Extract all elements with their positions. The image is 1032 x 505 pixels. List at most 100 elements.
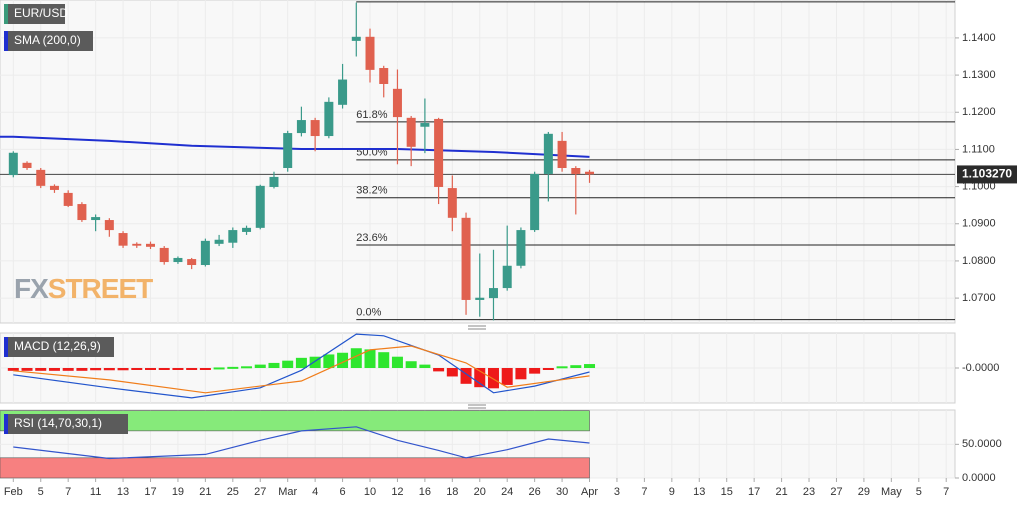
histogram-bar xyxy=(584,364,596,368)
candle-body xyxy=(338,79,348,105)
legend-box xyxy=(4,414,128,434)
x-tick-label: 25 xyxy=(227,486,239,498)
legend-swatch xyxy=(4,4,8,24)
x-tick-label: 13 xyxy=(117,486,129,498)
candle-body xyxy=(530,173,540,231)
candle-body xyxy=(228,230,238,243)
macd-line xyxy=(13,345,590,394)
histogram-bar xyxy=(364,349,376,368)
x-tick-label: 6 xyxy=(340,486,346,498)
histogram-bar xyxy=(213,367,225,370)
legend-swatch xyxy=(4,31,8,51)
legend-label: SMA (200,0) xyxy=(14,33,81,47)
legend-swatch xyxy=(4,337,8,357)
candle-body xyxy=(461,217,471,300)
histogram-bar xyxy=(542,368,554,370)
legend-label: RSI (14,70,30,1) xyxy=(14,416,102,430)
x-tick-label: 10 xyxy=(364,486,376,498)
candle-body xyxy=(392,88,402,118)
candle-body xyxy=(200,240,210,266)
histogram-bar xyxy=(199,368,211,370)
histogram-bar xyxy=(323,354,335,368)
candle-body xyxy=(91,217,101,221)
candle-body xyxy=(585,171,595,175)
histogram-bar xyxy=(295,357,307,368)
y-tick-label: 1.0900 xyxy=(962,218,996,230)
watermark-part: STREET xyxy=(48,273,153,304)
candle-body xyxy=(173,257,183,263)
candle-body xyxy=(475,297,485,300)
x-tick-label: 16 xyxy=(419,486,431,498)
histogram-bar xyxy=(172,368,184,370)
candle-body xyxy=(283,133,293,169)
candle-body xyxy=(502,265,512,289)
last-price-label: 1.103270 xyxy=(962,167,1012,181)
x-tick-label: 9 xyxy=(669,486,675,498)
candle-body xyxy=(296,120,306,134)
x-tick-label: 24 xyxy=(501,486,513,498)
candle-body xyxy=(269,176,279,187)
histogram-bar xyxy=(186,368,198,370)
x-tick-label: 7 xyxy=(65,486,71,498)
candle-body xyxy=(543,133,553,174)
histogram-bar xyxy=(282,360,294,368)
x-tick-label: Feb xyxy=(4,486,23,498)
x-tick-label: 20 xyxy=(474,486,486,498)
x-tick-label: 23 xyxy=(803,486,815,498)
histogram-bar xyxy=(21,368,33,371)
histogram-bar xyxy=(350,348,362,368)
candle-body xyxy=(351,36,361,41)
histogram-bar xyxy=(419,364,431,368)
x-tick-label: 7 xyxy=(641,486,647,498)
panel-handle[interactable] xyxy=(468,325,486,330)
histogram-bar xyxy=(48,368,60,371)
histogram-bar xyxy=(337,352,349,368)
histogram-bar xyxy=(254,364,266,368)
candle-body xyxy=(22,162,32,169)
last-price-tag xyxy=(957,165,1017,184)
candle-body xyxy=(324,101,334,137)
x-tick-label: Mar xyxy=(278,486,297,498)
histogram-bar xyxy=(145,368,157,370)
candle-body xyxy=(77,204,87,221)
histogram-bar xyxy=(474,368,486,388)
histogram-bar xyxy=(556,366,568,369)
x-tick-label: 21 xyxy=(199,486,211,498)
x-tick-label: 5 xyxy=(38,486,44,498)
x-tick-label: 12 xyxy=(391,486,403,498)
panel-handle[interactable] xyxy=(468,404,486,409)
x-tick-label: May xyxy=(881,486,902,498)
fib-label: 23.6% xyxy=(356,232,387,244)
x-tick-label: 19 xyxy=(172,486,184,498)
candle-body xyxy=(49,185,59,190)
histogram-bar xyxy=(268,362,280,368)
histogram-bar xyxy=(309,356,321,368)
histogram-bar xyxy=(570,365,582,368)
fib-label: 61.8% xyxy=(356,109,387,121)
x-tick-label: 7 xyxy=(943,486,949,498)
legend-box xyxy=(4,4,65,24)
histogram-bar xyxy=(76,368,88,371)
histogram-bar xyxy=(446,368,458,377)
watermark-part: FX xyxy=(14,273,49,304)
histogram-bar xyxy=(378,352,390,368)
candle-body xyxy=(118,233,128,246)
candle-body xyxy=(8,152,18,176)
rsi-band xyxy=(0,457,590,479)
histogram-bar xyxy=(35,368,47,371)
candle-body xyxy=(104,220,114,231)
x-tick-label: 17 xyxy=(144,486,156,498)
y-tick-label: 1.1400 xyxy=(962,32,996,44)
x-tick-label: 27 xyxy=(830,486,842,498)
main-panel xyxy=(0,0,956,324)
candle-body xyxy=(214,239,224,244)
x-tick-label: 29 xyxy=(858,486,870,498)
legend-box xyxy=(4,31,93,51)
candle-body xyxy=(255,185,265,228)
histogram-bar xyxy=(241,366,253,369)
candle-body xyxy=(420,123,430,127)
legend-label: EUR/USD xyxy=(14,6,68,20)
x-tick-label: 13 xyxy=(693,486,705,498)
candle-body xyxy=(557,140,567,169)
x-tick-label: 3 xyxy=(614,486,620,498)
